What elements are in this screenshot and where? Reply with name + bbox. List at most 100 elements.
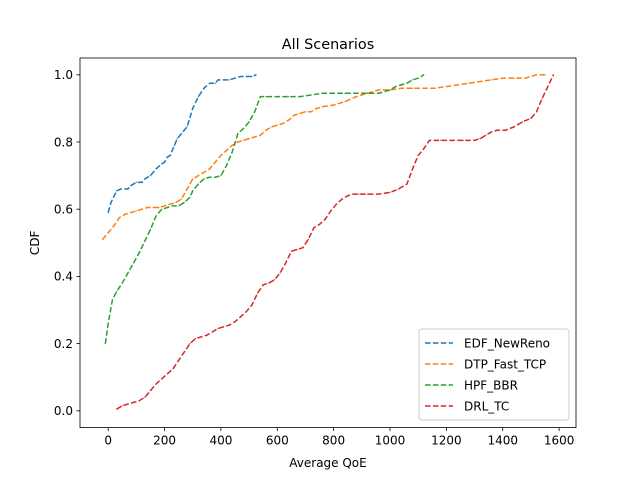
data-point-edf-newreno — [124, 188, 126, 190]
data-point-dtp-fast-tcp — [163, 205, 166, 207]
legend-item-drl-tc: DRL_TC — [425, 399, 509, 413]
data-point-dtp-fast-tcp — [254, 136, 256, 138]
data-point-drl-tc — [530, 117, 532, 120]
plot-area — [79, 57, 577, 429]
data-point-drl-tc — [183, 351, 185, 353]
data-point-dtp-fast-tcp — [141, 208, 143, 210]
data-point-drl-tc — [341, 198, 343, 200]
y-tick-label: 0.8 — [54, 135, 73, 149]
legend-label: DRL_TC — [464, 399, 509, 413]
data-point-drl-tc — [279, 272, 281, 274]
data-point-hpf-bbr — [242, 127, 245, 130]
data-point-edf-newreno — [228, 79, 230, 81]
data-point-edf-newreno — [120, 188, 122, 190]
data-point-drl-tc — [178, 359, 180, 361]
data-point-hpf-bbr — [310, 94, 312, 96]
data-point-edf-newreno — [166, 156, 168, 158]
data-point-drl-tc — [155, 383, 157, 385]
data-point-dtp-fast-tcp — [180, 198, 183, 200]
data-point-edf-newreno — [163, 161, 166, 163]
data-point-drl-tc — [490, 131, 493, 133]
data-point-drl-tc — [116, 408, 118, 410]
data-point-dtp-fast-tcp — [175, 201, 177, 204]
data-point-drl-tc — [302, 247, 304, 249]
data-point-dtp-fast-tcp — [225, 149, 228, 151]
data-point-dtp-fast-tcp — [282, 122, 284, 125]
data-point-drl-tc — [245, 311, 247, 313]
data-point-drl-tc — [541, 97, 543, 99]
data-point-edf-newreno — [141, 181, 143, 183]
y-tick-label: 0.6 — [54, 203, 73, 217]
data-point-drl-tc — [138, 400, 140, 402]
data-point-hpf-bbr — [400, 84, 402, 86]
data-point-dtp-fast-tcp — [479, 80, 481, 83]
data-point-dtp-fast-tcp — [152, 206, 154, 209]
x-axis: 0 200 400 600 800 1000 1200 1400 1600 — [104, 427, 574, 448]
x-tick-label: 1000 — [375, 434, 406, 448]
data-point-drl-tc — [440, 139, 442, 141]
data-point-dtp-fast-tcp — [271, 126, 273, 128]
x-tick-label: 800 — [322, 434, 345, 448]
data-point-drl-tc — [296, 248, 298, 251]
data-point-dtp-fast-tcp — [101, 238, 104, 241]
data-point-dtp-fast-tcp — [457, 84, 459, 86]
data-point-drl-tc — [417, 154, 419, 157]
data-point-hpf-bbr — [287, 96, 290, 98]
data-point-hpf-bbr — [161, 208, 163, 210]
data-point-hpf-bbr — [166, 206, 168, 209]
y-axis-label: CDF — [28, 230, 42, 255]
data-point-drl-tc — [194, 337, 197, 340]
data-point-drl-tc — [366, 193, 369, 195]
series-drl-tc — [116, 74, 555, 410]
data-point-edf-newreno — [135, 181, 137, 183]
y-tick-label: 1.0 — [54, 68, 73, 82]
y-axis: 0.0 0.2 0.4 0.6 0.8 1.0 — [54, 68, 80, 418]
data-point-hpf-bbr — [259, 96, 261, 98]
data-point-drl-tc — [172, 368, 174, 370]
data-point-drl-tc — [352, 193, 354, 195]
chart-title: All Scenarios — [282, 37, 374, 53]
data-point-drl-tc — [547, 85, 549, 88]
data-point-edf-newreno — [245, 75, 247, 78]
x-tick-label: 1400 — [487, 434, 518, 448]
data-point-dtp-fast-tcp — [445, 85, 447, 88]
data-point-hpf-bbr — [214, 176, 216, 178]
data-point-hpf-bbr — [276, 96, 278, 98]
data-point-dtp-fast-tcp — [107, 232, 109, 234]
legend: EDF_NewReno DTP_Fast_TCP HPF_BBR DRL_TC — [418, 328, 570, 421]
data-point-hpf-bbr — [411, 79, 414, 81]
data-point-drl-tc — [485, 134, 487, 136]
data-point-hpf-bbr — [189, 196, 191, 199]
data-point-hpf-bbr — [111, 299, 114, 301]
series-dtp-fast-tcp — [101, 74, 546, 241]
x-tick-label: 0 — [104, 434, 112, 448]
data-point-dtp-fast-tcp — [118, 217, 121, 219]
data-point-hpf-bbr — [144, 240, 146, 242]
data-point-hpf-bbr — [203, 178, 205, 180]
data-point-drl-tc — [211, 331, 214, 333]
data-point-drl-tc — [256, 292, 259, 294]
legend-label: DTP_Fast_TCP — [464, 357, 546, 371]
data-point-drl-tc — [552, 74, 555, 76]
data-point-drl-tc — [411, 168, 414, 170]
data-point-dtp-fast-tcp — [299, 112, 301, 115]
data-point-hpf-bbr — [132, 262, 135, 264]
data-point-hpf-bbr — [395, 85, 397, 88]
data-point-hpf-bbr — [299, 96, 301, 98]
data-point-drl-tc — [313, 227, 315, 229]
data-point-edf-newreno — [110, 201, 112, 204]
data-point-drl-tc — [513, 126, 515, 128]
data-point-drl-tc — [397, 188, 400, 190]
data-point-drl-tc — [358, 193, 360, 195]
data-point-drl-tc — [240, 316, 242, 318]
data-point-hpf-bbr — [423, 74, 425, 76]
data-point-dtp-fast-tcp — [310, 111, 312, 113]
data-point-edf-newreno — [107, 211, 109, 214]
data-point-dtp-fast-tcp — [411, 87, 414, 89]
series-edf-newreno — [107, 74, 257, 214]
data-point-dtp-fast-tcp — [344, 101, 346, 103]
data-point-drl-tc — [406, 183, 408, 185]
x-tick-label: 400 — [209, 434, 232, 448]
data-point-edf-newreno — [186, 126, 188, 128]
data-point-hpf-bbr — [121, 282, 123, 284]
